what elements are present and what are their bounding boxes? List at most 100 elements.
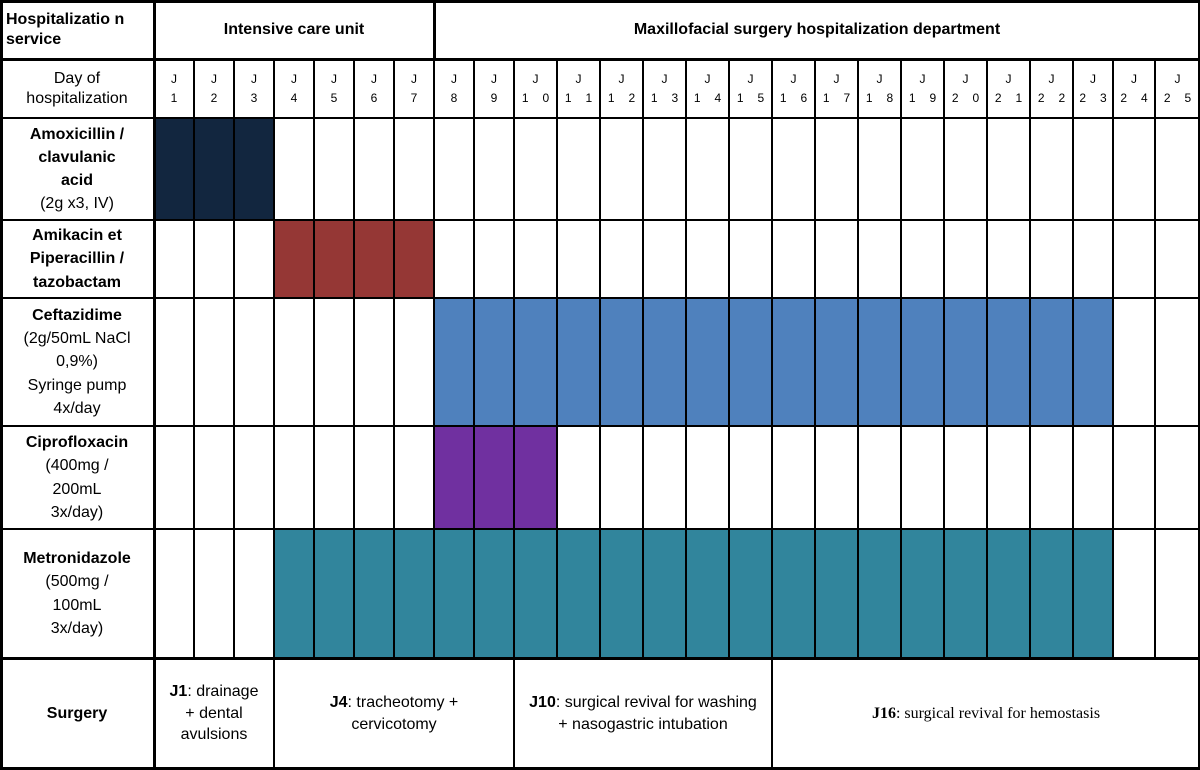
- treatment-label: Amikacin et Piperacillin / tazobactam: [0, 220, 154, 298]
- treatment-dosage: 100mL: [52, 596, 102, 614]
- treatment-dosage: 4x/day: [53, 399, 101, 417]
- surgery-event: J10: surgical revival for washing + naso…: [514, 658, 772, 769]
- grid-line: [273, 59, 275, 658]
- grid-line: [273, 658, 275, 769]
- day-digit: 9: [929, 90, 937, 105]
- day-digit: 1: [607, 90, 615, 105]
- day-prefix: J: [962, 71, 969, 86]
- day-digit: 7: [843, 90, 851, 105]
- day-digit: 1: [521, 90, 529, 105]
- day-digit: 8: [886, 90, 894, 105]
- day-prefix: J: [661, 71, 668, 86]
- surgery-description: : drainage + dental avulsions: [180, 683, 259, 744]
- treatment-dosage: 3x/day): [50, 619, 104, 637]
- grid-line: [685, 59, 687, 658]
- day-digit: 5: [757, 90, 765, 105]
- day-label: Day of hospitalization: [0, 59, 154, 118]
- day-prefix: J: [876, 71, 883, 86]
- day-prefix: J: [704, 71, 711, 86]
- day-prefix: J: [291, 71, 297, 86]
- day-digit: 1: [564, 90, 572, 105]
- day-digit: 1: [650, 90, 658, 105]
- day-digit: 0: [972, 90, 980, 105]
- grid-line: [771, 59, 773, 658]
- treatment-name: tazobactam: [32, 273, 122, 291]
- surgery-description: : surgical revival for washing + nasogas…: [555, 693, 757, 733]
- treatment-dosage: 200mL: [52, 480, 102, 498]
- day-digit: 2: [1058, 90, 1066, 105]
- treatment-dosage: (400mg /: [45, 457, 109, 475]
- day-digit: 2: [628, 90, 636, 105]
- grid-line: [943, 59, 945, 658]
- grid-line: [1072, 59, 1074, 658]
- day-prefix: J: [371, 71, 377, 86]
- day-digit: 1: [822, 90, 830, 105]
- treatment-label: Ciprofloxacin (400mg / 200mL 3x/day): [0, 426, 154, 529]
- day-prefix: J: [618, 71, 625, 86]
- surgery-event: J16: surgical revival for hemostasis: [772, 658, 1200, 769]
- grid-line: [353, 59, 355, 658]
- grid-line: [556, 59, 558, 658]
- day-digits: 9: [491, 89, 498, 108]
- grid-line: [193, 59, 195, 658]
- surgery-department-header-text: Maxillofacial surgery hospitalization de…: [633, 20, 1001, 38]
- treatment-label: Amoxicillin / clavulanic acid (2g x3, IV): [0, 118, 154, 220]
- grid-line: [0, 0, 1200, 3]
- surgery-event-text: J10: surgical revival for washing + naso…: [528, 692, 758, 735]
- day-digit: 4: [714, 90, 722, 105]
- day-digits: 6: [371, 89, 378, 108]
- grid-line: [0, 0, 3, 769]
- grid-line: [642, 59, 644, 658]
- surgery-event: J4: tracheotomy + cervicotomy: [274, 658, 514, 769]
- day-digits: 5: [331, 89, 338, 108]
- day-digit: 7: [410, 90, 418, 105]
- day-prefix: J: [451, 71, 457, 86]
- grid-line: [1029, 59, 1031, 658]
- grid-line: [0, 657, 1200, 660]
- grid-line: [986, 59, 988, 658]
- day-digits: 4: [291, 89, 298, 108]
- day-digit: 6: [370, 90, 378, 105]
- day-prefix: J: [331, 71, 337, 86]
- surgery-event: J1: drainage + dental avulsions: [154, 658, 274, 769]
- day-prefix: J: [211, 71, 217, 86]
- day-digit: 2: [210, 90, 218, 105]
- day-prefix: J: [171, 71, 177, 86]
- grid-line: [1154, 59, 1156, 658]
- grid-line: [393, 59, 395, 658]
- grid-line: [513, 658, 515, 769]
- day-digit: 2: [951, 90, 959, 105]
- day-digit: 2: [1120, 90, 1127, 105]
- treatment-name: clavulanic: [38, 148, 116, 166]
- surgery-event-text: J1: drainage + dental avulsions: [168, 681, 260, 746]
- treatment-dosage: 0,9%): [56, 353, 98, 371]
- surgery-day-code: J10: [529, 693, 556, 711]
- surgery-department-header: Maxillofacial surgery hospitalization de…: [434, 0, 1200, 59]
- day-prefix: J: [790, 71, 797, 86]
- grid-line: [433, 0, 436, 59]
- day-digit: 2: [994, 90, 1002, 105]
- day-prefix: J: [532, 71, 539, 86]
- grid-line: [473, 59, 475, 658]
- service-header: Hospitalizatio n service: [0, 0, 154, 59]
- day-digit: 9: [490, 90, 498, 105]
- grid-line: [433, 59, 435, 658]
- grid-line: [814, 59, 816, 658]
